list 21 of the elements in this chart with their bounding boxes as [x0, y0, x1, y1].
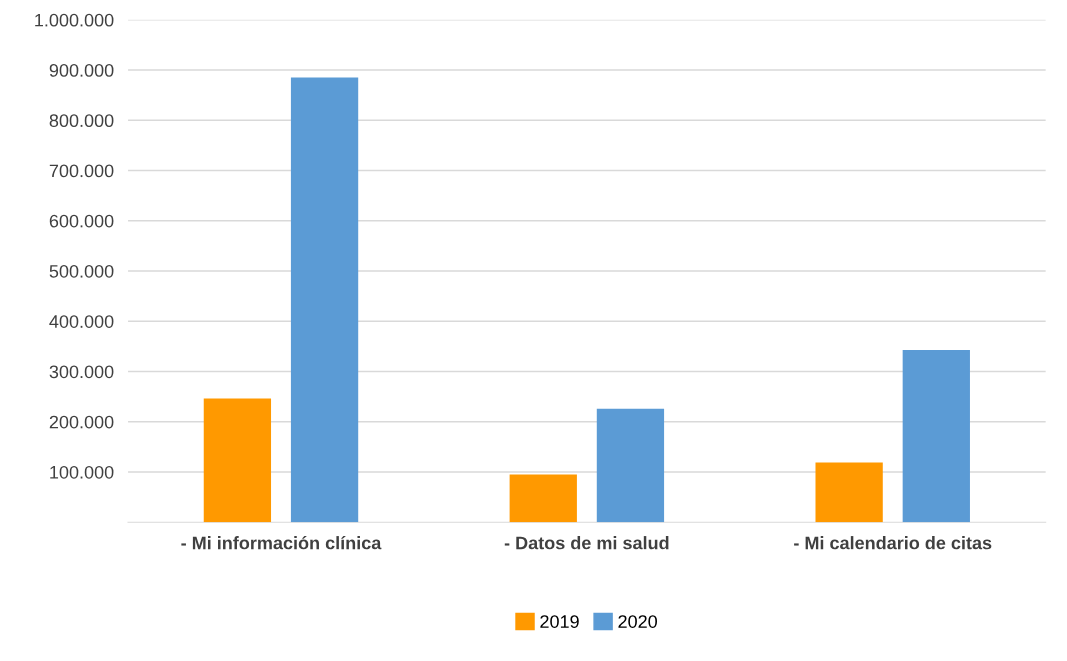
x-tick-label: - Mi calendario de citas — [794, 536, 992, 550]
x-tick-label: - Mi información clínica — [181, 535, 382, 550]
bar — [290, 77, 359, 523]
y-tick-label: 900.000 — [49, 64, 114, 77]
bar — [509, 474, 577, 523]
bar — [596, 408, 665, 523]
bar — [902, 349, 970, 523]
y-tick-label: 200.000 — [49, 415, 114, 429]
legend-label: 2020 — [618, 615, 657, 628]
y-tick-label: 700.000 — [49, 164, 114, 178]
bar — [203, 398, 272, 523]
bar — [815, 462, 883, 523]
y-tick-label: 500.000 — [49, 264, 114, 278]
y-tick-label: 800.000 — [49, 114, 114, 128]
y-tick-label: 100.000 — [50, 465, 114, 479]
y-tick-label: 600.000 — [49, 214, 114, 228]
y-tick-label: 1.000.000 — [35, 13, 114, 27]
legend-label: 2019 — [540, 615, 579, 628]
y-tick-label: 300.000 — [49, 365, 114, 379]
y-tick-label: 400.000 — [49, 315, 114, 328]
x-tick-label: - Datos de mi salud — [504, 536, 669, 550]
